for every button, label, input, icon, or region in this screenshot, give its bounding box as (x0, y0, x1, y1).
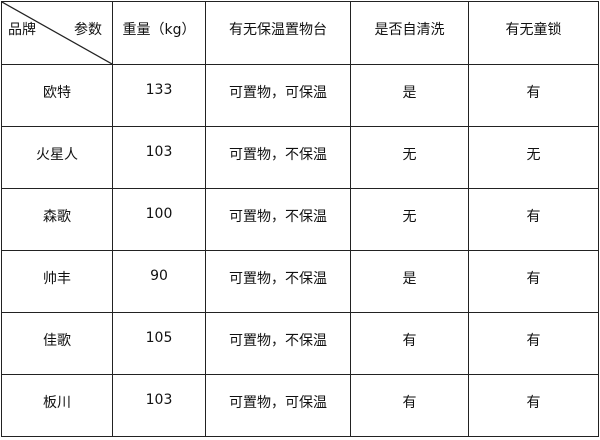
value-cell: 可置物，不保温 (205, 250, 351, 313)
value-cell: 有 (468, 250, 599, 313)
value-cell: 有 (468, 188, 599, 251)
value-cell: 有 (350, 312, 469, 375)
value-cell: 有 (468, 374, 599, 437)
header-cell: 有无童锁 (468, 1, 599, 65)
header-cell: 有无保温置物台 (205, 1, 351, 65)
table-body: 欧特 133 可置物，可保温是有火星人 103 可置物，不保温无无森歌 100 可置物，不保… (1, 64, 599, 437)
diagonal-header-cell: 品牌 参数 (1, 1, 113, 65)
value-cell: 无 (350, 126, 469, 189)
value-cell: 133 (112, 64, 206, 127)
header-row: 品牌 参数 重量（kg） 有无保温置物台 是否自清洗 有无童锁 (1, 1, 599, 65)
table-row: 火星人 103 可置物，不保温无无 (1, 126, 599, 189)
value-cell: 无 (350, 188, 469, 251)
table-row: 帅丰 90 可置物，不保温是有 (1, 250, 599, 313)
table-row: 佳歌 105 可置物，不保温有有 (1, 312, 599, 375)
table-row: 板川 103 可置物，可保温有有 (1, 374, 599, 437)
brand-label: 品牌 (8, 22, 36, 38)
value-cell: 有 (350, 374, 469, 437)
header-cell: 重量（kg） (112, 1, 206, 65)
value-cell: 可置物，不保温 (205, 312, 351, 375)
table-row: 欧特 133 可置物，可保温是有 (1, 64, 599, 127)
param-label: 参数 (74, 22, 102, 38)
brand-cell: 森歌 (1, 188, 113, 251)
value-cell: 可置物，可保温 (205, 64, 351, 127)
brand-cell: 帅丰 (1, 250, 113, 313)
value-cell: 100 (112, 188, 206, 251)
value-cell: 可置物，不保温 (205, 126, 351, 189)
brand-cell: 欧特 (1, 64, 113, 127)
brand-cell: 佳歌 (1, 312, 113, 375)
value-cell: 是 (350, 64, 469, 127)
value-cell: 105 (112, 312, 206, 375)
value-cell: 103 (112, 126, 206, 189)
value-cell: 有 (468, 312, 599, 375)
value-cell: 是 (350, 250, 469, 313)
value-cell: 无 (468, 126, 599, 189)
value-cell: 90 (112, 250, 206, 313)
header-cell: 是否自清洗 (350, 1, 469, 65)
brand-cell: 火星人 (1, 126, 113, 189)
value-cell: 103 (112, 374, 206, 437)
brand-cell: 板川 (1, 374, 113, 437)
value-cell: 可置物，可保温 (205, 374, 351, 437)
diagonal-line (2, 2, 112, 64)
table-row: 森歌 100 可置物，不保温无有 (1, 188, 599, 251)
value-cell: 可置物，不保温 (205, 188, 351, 251)
value-cell: 有 (468, 64, 599, 127)
